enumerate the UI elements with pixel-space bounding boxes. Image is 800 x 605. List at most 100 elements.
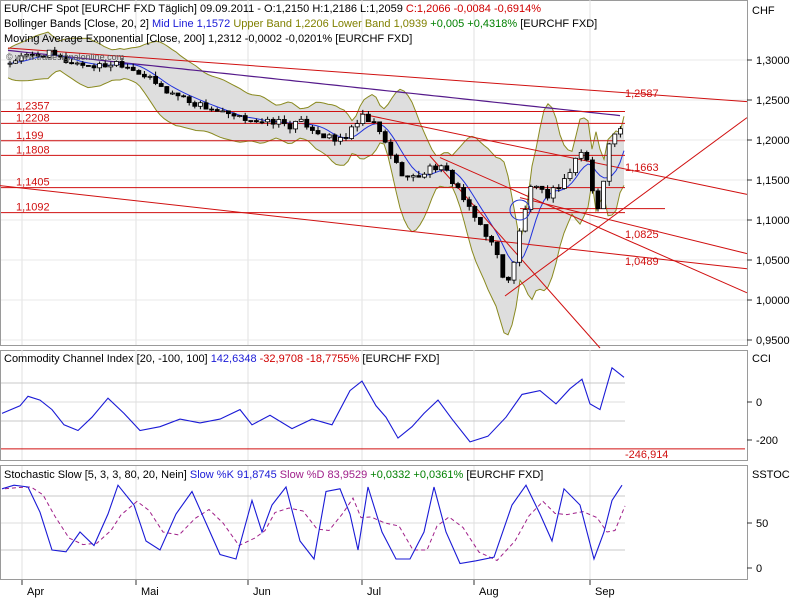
support-resistance-levels: 1,23571,22081,1991,18081,14051,10921,258… [1, 88, 665, 268]
cci-series: -246,914 [1, 366, 745, 461]
stoch-k-line [1, 484, 623, 565]
month-label-apr: Apr [27, 586, 44, 598]
candle-body [119, 61, 125, 68]
candle-body [91, 65, 97, 69]
level-label-5: 1,1092 [16, 202, 50, 214]
candle-body [293, 120, 299, 130]
stoch-title: Stochastic Slow [5, 3, 3, 80, 20, Nein] … [4, 469, 543, 481]
axis-labels: 1,3000 1,2500 1,2000 1,1500 1,1000 1,0500 1,00… [21, 55, 790, 598]
instrument-header: EUR/CHF Spot [EURCHF FXD Täglich] 09.09.… [4, 3, 541, 15]
candle-body [114, 61, 119, 66]
candle-body [125, 66, 130, 69]
candle-body [573, 157, 578, 174]
bollinger-lower [7, 70, 625, 336]
candle-body [612, 133, 618, 145]
candle-body [466, 199, 472, 207]
candle-body [444, 165, 450, 171]
candle-body [169, 92, 175, 95]
candle-body [393, 154, 399, 163]
watermark: © www.tradesignalonline.com [6, 52, 124, 62]
candle-body [141, 73, 147, 78]
stochastic-series [1, 484, 626, 565]
candle-body [489, 236, 495, 243]
candle-body [108, 64, 114, 68]
candle-body [69, 62, 74, 65]
candle-body [13, 60, 19, 64]
trend-line-6 [519, 197, 748, 255]
candle-body [192, 102, 198, 107]
candle-body [259, 121, 265, 124]
annotation-circle [509, 199, 531, 221]
candle-body [388, 141, 394, 156]
candle-body [371, 121, 377, 124]
candle-body [298, 118, 304, 122]
candle-body [326, 134, 332, 139]
candle-body [181, 95, 187, 98]
candle-body [304, 118, 310, 128]
candle-body [102, 63, 108, 68]
candle-body [477, 217, 483, 225]
candle-body [237, 115, 243, 117]
month-label-mai: Mai [141, 586, 159, 598]
candle-body [433, 165, 439, 171]
candle-body [321, 133, 327, 139]
candle-body [556, 187, 562, 190]
candle-body [427, 165, 433, 175]
candle-body [601, 180, 606, 210]
level-label-1: 1,2208 [16, 112, 50, 124]
candle-body [578, 152, 584, 159]
candle-body [225, 110, 231, 115]
candle-body [147, 75, 153, 78]
trend-lines [0, 47, 748, 349]
cci-axis-label: CCI [752, 353, 771, 365]
level-right-label-3: 1,0489 [625, 256, 659, 268]
trend-line-4 [504, 117, 748, 297]
candle-body [365, 113, 371, 123]
candle-body [405, 175, 411, 178]
candle-body [35, 54, 41, 57]
candle-body [472, 206, 478, 218]
candle-body [203, 102, 209, 110]
price-tick-label-3: 1,1500 [756, 175, 790, 187]
candle-body [505, 276, 511, 281]
candle-body [58, 54, 63, 58]
ema-header: Moving Average Exponential [Close, 200] … [4, 33, 412, 45]
candle-body [332, 134, 338, 142]
candle-body [231, 113, 237, 117]
level-label-2: 1,199 [16, 130, 44, 142]
trend-line-3 [439, 157, 748, 294]
candle-body [461, 187, 467, 201]
level-label-3: 1,1808 [16, 144, 50, 156]
stoch-header: Stochastic Slow [5, 3, 3, 80, 20, Nein] … [4, 469, 790, 481]
candle-body [550, 187, 556, 199]
candle-body [24, 53, 30, 57]
candle-body [209, 108, 215, 111]
cci-header: Commodity Channel Index [20, -100, 100] … [4, 353, 771, 365]
candle-body [153, 75, 159, 84]
candle-body [590, 159, 595, 192]
candle-body [52, 49, 58, 56]
stoch-axis-label: SSTOC [752, 469, 790, 481]
candle-body [175, 92, 181, 97]
ema-200-line [7, 49, 621, 117]
ema-200 [7, 49, 621, 117]
candle-body [517, 230, 522, 263]
candle-body [18, 55, 24, 62]
price-tick-label-6: 1,0000 [756, 295, 790, 307]
candle-body [377, 121, 383, 133]
trend-line-0 [0, 185, 748, 270]
candle-body [80, 62, 86, 66]
candle-body [265, 118, 271, 123]
candle-body [539, 185, 545, 190]
candle-body [270, 118, 276, 125]
candle-body [449, 169, 455, 185]
bollinger-area [8, 32, 624, 335]
candle-body [522, 209, 528, 232]
candlesticks [7, 46, 623, 284]
bollinger-header: Bollinger Bands [Close, 20, 2] Mid Line … [4, 18, 597, 30]
stoch-d-line [4, 486, 626, 562]
candle-body [41, 55, 46, 58]
candle-body [287, 123, 293, 130]
